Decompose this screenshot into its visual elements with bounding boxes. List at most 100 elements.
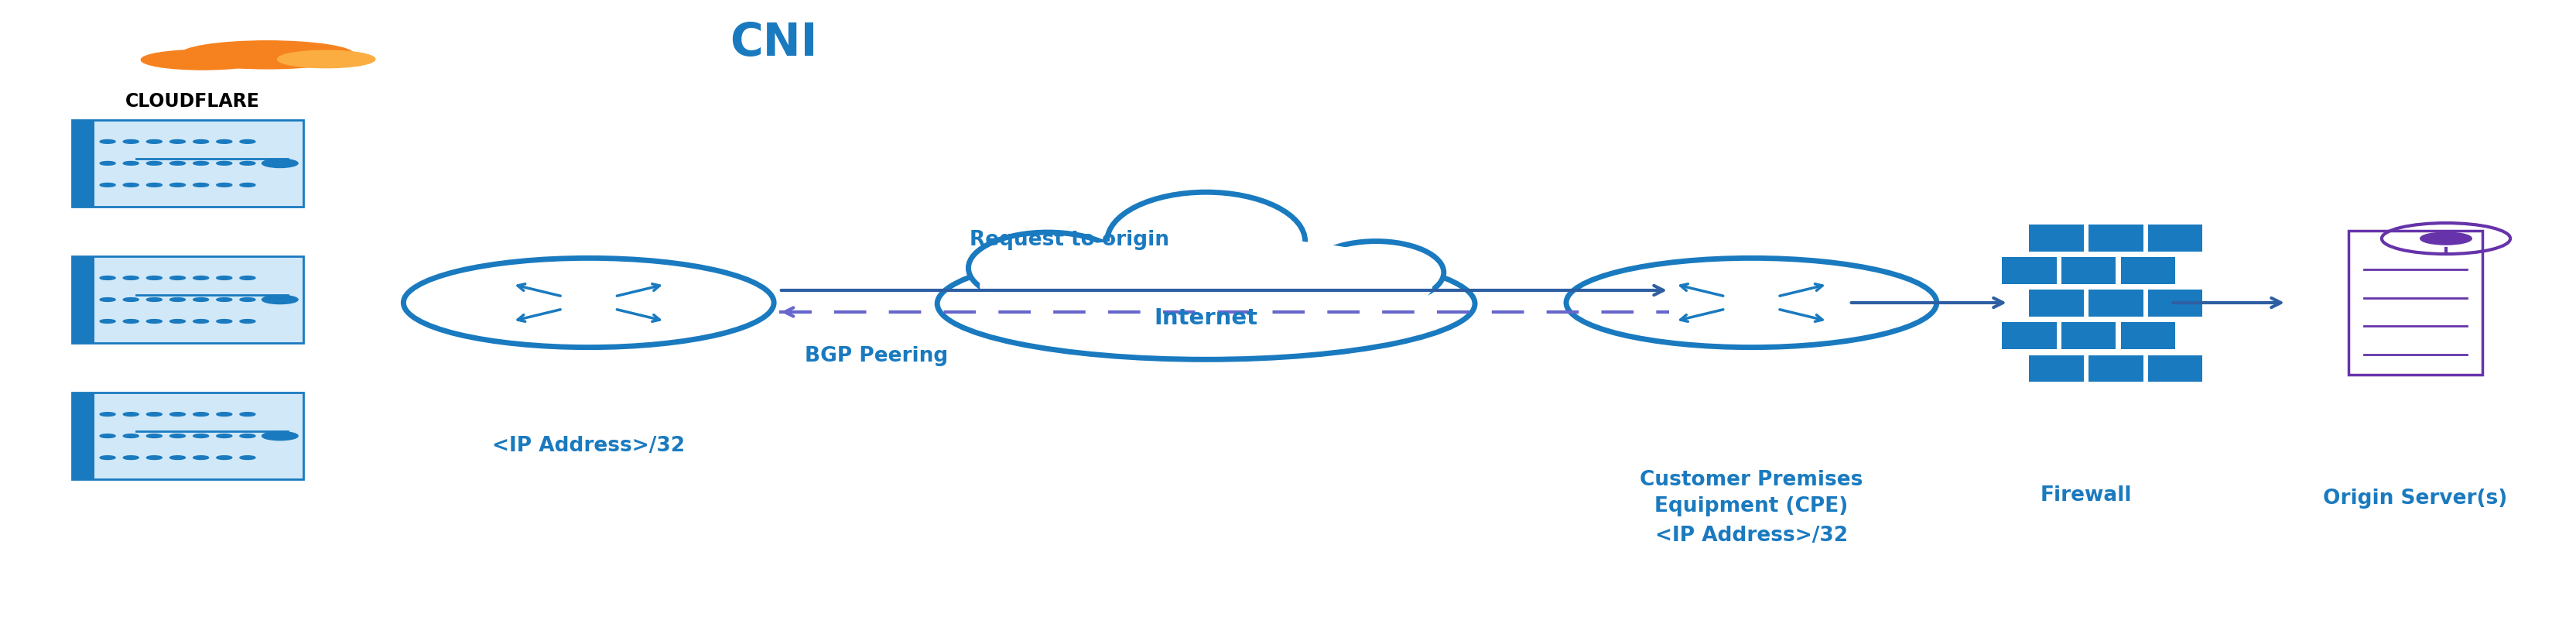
Circle shape xyxy=(216,298,232,301)
Circle shape xyxy=(170,183,185,187)
Circle shape xyxy=(216,456,232,459)
Ellipse shape xyxy=(1309,241,1443,304)
Ellipse shape xyxy=(938,248,1473,359)
Circle shape xyxy=(100,434,116,438)
FancyBboxPatch shape xyxy=(2061,257,2115,285)
Circle shape xyxy=(193,276,209,280)
Circle shape xyxy=(263,159,299,168)
Circle shape xyxy=(124,162,139,165)
Circle shape xyxy=(216,319,232,323)
Circle shape xyxy=(170,276,185,280)
Circle shape xyxy=(100,276,116,280)
Text: Internet: Internet xyxy=(1154,308,1257,329)
Ellipse shape xyxy=(278,51,376,68)
Circle shape xyxy=(240,456,255,459)
FancyBboxPatch shape xyxy=(72,392,95,479)
FancyBboxPatch shape xyxy=(2089,355,2143,382)
Circle shape xyxy=(240,183,255,187)
Circle shape xyxy=(193,319,209,323)
Circle shape xyxy=(2419,232,2470,245)
Circle shape xyxy=(124,319,139,323)
Circle shape xyxy=(170,298,185,301)
FancyBboxPatch shape xyxy=(72,256,95,343)
Text: Customer Premises
Equipment (CPE): Customer Premises Equipment (CPE) xyxy=(1638,470,1862,517)
Text: CNI: CNI xyxy=(729,21,817,65)
FancyBboxPatch shape xyxy=(2120,257,2174,285)
Circle shape xyxy=(240,319,255,323)
Circle shape xyxy=(124,434,139,438)
Circle shape xyxy=(240,298,255,301)
Circle shape xyxy=(147,319,162,323)
Circle shape xyxy=(147,162,162,165)
FancyBboxPatch shape xyxy=(2030,290,2084,317)
Circle shape xyxy=(263,295,299,304)
FancyBboxPatch shape xyxy=(72,392,304,479)
Circle shape xyxy=(240,276,255,280)
FancyBboxPatch shape xyxy=(2030,225,2084,251)
Circle shape xyxy=(216,434,232,438)
Circle shape xyxy=(240,140,255,144)
FancyBboxPatch shape xyxy=(2002,257,2056,285)
Circle shape xyxy=(147,140,162,144)
Circle shape xyxy=(216,412,232,416)
Circle shape xyxy=(216,140,232,144)
Text: BGP Peering: BGP Peering xyxy=(804,346,948,366)
Circle shape xyxy=(100,183,116,187)
Ellipse shape xyxy=(180,41,355,69)
Circle shape xyxy=(147,412,162,416)
FancyBboxPatch shape xyxy=(2347,231,2481,374)
Circle shape xyxy=(170,434,185,438)
Circle shape xyxy=(193,162,209,165)
Circle shape xyxy=(124,412,139,416)
FancyBboxPatch shape xyxy=(2148,225,2202,251)
Text: Firewall: Firewall xyxy=(2040,485,2130,505)
Circle shape xyxy=(240,434,255,438)
Circle shape xyxy=(147,456,162,459)
Circle shape xyxy=(170,162,185,165)
Circle shape xyxy=(170,140,185,144)
Circle shape xyxy=(124,183,139,187)
Circle shape xyxy=(240,162,255,165)
FancyBboxPatch shape xyxy=(2089,225,2143,251)
Circle shape xyxy=(100,140,116,144)
Circle shape xyxy=(124,456,139,459)
Circle shape xyxy=(100,456,116,459)
FancyBboxPatch shape xyxy=(2030,355,2084,382)
Text: <IP Address>/32: <IP Address>/32 xyxy=(1654,526,1847,546)
Circle shape xyxy=(100,319,116,323)
Circle shape xyxy=(263,432,299,441)
Ellipse shape xyxy=(142,50,265,70)
Circle shape xyxy=(193,456,209,459)
Circle shape xyxy=(124,276,139,280)
Circle shape xyxy=(216,276,232,280)
Text: CLOUDFLARE: CLOUDFLARE xyxy=(126,92,260,110)
Circle shape xyxy=(216,162,232,165)
Text: Request to origin: Request to origin xyxy=(969,230,1170,250)
Circle shape xyxy=(216,183,232,187)
Text: Origin Server(s): Origin Server(s) xyxy=(2321,489,2506,509)
FancyBboxPatch shape xyxy=(2148,355,2202,382)
FancyBboxPatch shape xyxy=(2148,290,2202,317)
FancyBboxPatch shape xyxy=(2061,323,2115,349)
Circle shape xyxy=(147,434,162,438)
FancyBboxPatch shape xyxy=(2089,290,2143,317)
Circle shape xyxy=(240,412,255,416)
Circle shape xyxy=(193,434,209,438)
Ellipse shape xyxy=(979,236,1432,335)
Circle shape xyxy=(100,298,116,301)
Text: <IP Address>/32: <IP Address>/32 xyxy=(492,436,685,456)
Ellipse shape xyxy=(1108,192,1303,290)
Circle shape xyxy=(170,456,185,459)
Circle shape xyxy=(147,298,162,301)
FancyBboxPatch shape xyxy=(2002,323,2056,349)
Circle shape xyxy=(124,298,139,301)
Circle shape xyxy=(193,412,209,416)
FancyBboxPatch shape xyxy=(72,120,304,207)
Circle shape xyxy=(100,162,116,165)
Ellipse shape xyxy=(969,232,1126,304)
Circle shape xyxy=(100,412,116,416)
FancyBboxPatch shape xyxy=(2120,323,2174,349)
Circle shape xyxy=(147,183,162,187)
Circle shape xyxy=(170,319,185,323)
Circle shape xyxy=(193,298,209,301)
